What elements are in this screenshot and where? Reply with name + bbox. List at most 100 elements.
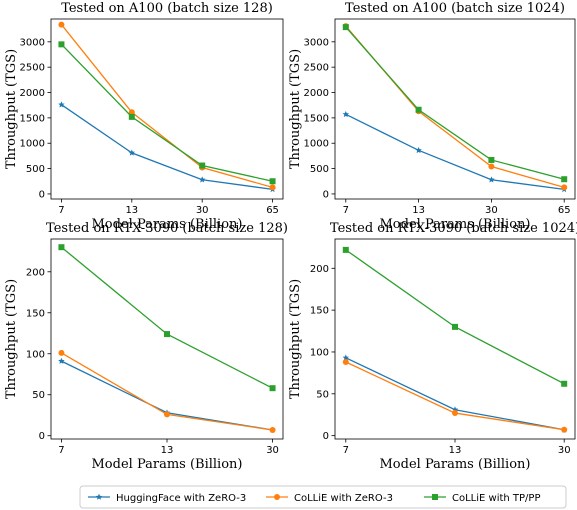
x-axis-label: Model Params (Billion)	[92, 217, 243, 232]
legend-frame	[79, 485, 567, 509]
y-axis-label: Throughput (TGS)	[4, 49, 19, 169]
legend-entry-collie-tppp: CoLLiE with TP/PP	[424, 493, 540, 504]
data-point-collie-zero3	[342, 359, 349, 366]
data-point-huggingface	[415, 146, 422, 154]
data-point-collie-tppp	[415, 106, 422, 113]
series-line-collie-zero3	[345, 361, 565, 431]
data-point-collie-zero3	[561, 184, 568, 191]
y-axis-label: Throughput (TGS)	[288, 279, 303, 399]
series-line-collie-tppp	[60, 43, 273, 182]
chart-panel-3: Tested on RTX-3090 (batch size 128) 0 50 10…	[4, 221, 288, 472]
data-point-collie-tppp	[269, 385, 276, 392]
series-line-collie-zero3	[60, 24, 273, 188]
y-tick-label: 1500	[20, 113, 45, 124]
y-tick-label: 2000	[304, 88, 329, 99]
data-point-collie-tppp	[342, 24, 349, 31]
data-point-collie-zero3	[488, 163, 495, 170]
chart-panel-2: Tested on A100 (batch size 1024) 0 500 1000…	[288, 1, 576, 232]
y-tick-label: 1000	[304, 139, 329, 150]
x-tick-label: 13	[161, 445, 174, 456]
data-point-collie-zero3	[58, 21, 65, 28]
y-tick-label: 3000	[304, 37, 329, 48]
legend-label-collie-zero3: CoLLiE with ZeRO-3	[294, 493, 393, 504]
plot-frame	[50, 18, 284, 200]
data-point-collie-zero3	[269, 184, 276, 191]
data-point-collie-tppp	[452, 323, 458, 330]
chart-panel-4: Tested on RTX-3090 (batch size 1024) 0 50 1…	[288, 221, 577, 472]
legend: HuggingFace with ZeRO-3 CoLLiE with ZeRO…	[79, 485, 567, 509]
y-tick-label: 50	[32, 390, 45, 401]
y-tick-label: 2500	[20, 63, 45, 74]
series-line-collie-zero3	[345, 25, 565, 188]
x-tick-label: 13	[449, 445, 462, 456]
legend-label-huggingface: HuggingFace with ZeRO-3	[116, 493, 246, 504]
chart-title: Tested on A100 (batch size 128)	[61, 1, 273, 16]
y-tick-label: 150	[26, 308, 45, 319]
y-tick-label: 1000	[20, 139, 45, 150]
series-line-huggingface	[345, 113, 565, 191]
data-point-collie-tppp	[128, 113, 135, 120]
x-tick-label: 30	[196, 205, 209, 216]
data-point-huggingface	[58, 101, 65, 108]
y-tick-label: 0	[39, 431, 45, 442]
legend-label-collie-tppp: CoLLiE with TP/PP	[452, 493, 540, 504]
legend-entry-collie-zero3: CoLLiE with ZeRO-3	[266, 493, 393, 504]
chart-panels: Tested on A100 (batch size 128)050010001…	[4, 1, 577, 472]
y-tick-label: 50	[316, 389, 329, 400]
chart-title: Tested on RTX-3090 (batch size 128)	[46, 221, 288, 236]
data-point-huggingface	[58, 357, 65, 364]
data-point-collie-tppp	[269, 178, 276, 185]
data-point-collie-tppp	[58, 244, 65, 251]
data-point-collie-tppp	[561, 380, 568, 387]
y-tick-label: 500	[310, 164, 329, 175]
data-point-huggingface	[198, 176, 206, 183]
y-tick-label: 2500	[304, 63, 329, 74]
y-tick-label: 200	[310, 264, 329, 275]
series-line-collie-tppp	[345, 249, 565, 385]
legend-square-marker	[432, 494, 438, 500]
data-point-huggingface	[342, 354, 350, 361]
y-tick-label: 0	[323, 189, 329, 200]
x-tick-label: 65	[266, 205, 279, 216]
x-tick-label: 30	[485, 205, 498, 216]
data-point-huggingface	[128, 149, 136, 156]
chart-title: Tested on A100 (batch size 1024)	[345, 1, 565, 16]
y-tick-label: 150	[310, 306, 329, 317]
data-point-collie-zero3	[561, 426, 568, 433]
legend-entry-huggingface: HuggingFace with ZeRO-3	[88, 493, 246, 504]
x-axis-label: Model Params (Billion)	[380, 457, 531, 472]
x-tick-label: 13	[412, 205, 425, 216]
chart-title: Tested on RTX-3090 (batch size 1024)	[330, 221, 577, 236]
y-tick-label: 200	[26, 267, 45, 278]
x-tick-label: 30	[558, 445, 571, 456]
y-tick-label: 3000	[20, 37, 45, 48]
y-axis-label: Throughput (TGS)	[4, 279, 19, 399]
series-line-collie-tppp	[61, 246, 273, 389]
y-tick-label: 2000	[20, 88, 45, 99]
x-tick-label: 30	[266, 445, 279, 456]
legend-circle-marker	[274, 494, 280, 500]
y-axis-label: Throughput (TGS)	[288, 49, 303, 169]
data-point-collie-zero3	[452, 410, 458, 417]
x-tick-label: 7	[58, 205, 64, 216]
data-point-huggingface	[488, 176, 495, 183]
plot-frame	[50, 238, 284, 440]
x-tick-label: 65	[558, 205, 571, 216]
data-point-collie-tppp	[199, 162, 206, 169]
x-axis-label: Model Params (Billion)	[380, 217, 531, 232]
series-line-collie-zero3	[61, 352, 273, 431]
y-tick-label: 0	[39, 189, 45, 200]
data-point-collie-tppp	[342, 246, 349, 253]
y-tick-label: 1500	[304, 113, 329, 124]
y-tick-label: 500	[26, 164, 45, 175]
y-tick-label: 0	[323, 431, 329, 442]
plot-frame	[334, 18, 576, 200]
data-point-collie-zero3	[58, 349, 65, 356]
data-point-collie-tppp	[561, 176, 568, 183]
data-point-collie-zero3	[164, 411, 170, 418]
series-line-collie-tppp	[345, 26, 565, 180]
x-axis-label: Model Params (Billion)	[92, 457, 243, 472]
data-point-collie-tppp	[488, 156, 495, 163]
data-point-collie-tppp	[58, 41, 65, 48]
